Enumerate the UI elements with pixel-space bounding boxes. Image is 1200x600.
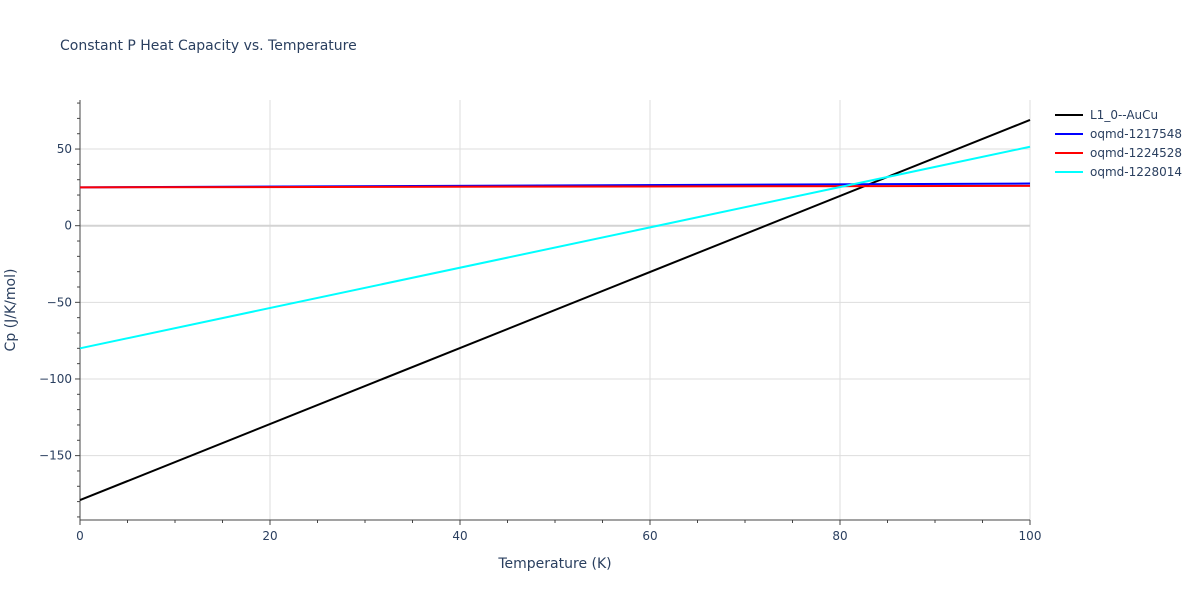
y-tick-label: 0 <box>64 219 72 233</box>
axis-layer: 0 20 40 60 80 100 −150 −100 −50 0 50 <box>39 100 1041 543</box>
legend-label: oqmd-1217548 <box>1090 127 1182 141</box>
y-tick-label: −50 <box>47 295 72 309</box>
chart-title: Constant P Heat Capacity vs. Temperature <box>60 38 357 54</box>
y-tick-label: −150 <box>39 449 72 463</box>
y-tick-label: 50 <box>57 142 72 156</box>
x-tick-label: 80 <box>832 529 847 543</box>
x-tick-label: 100 <box>1019 529 1042 543</box>
y-tick-label: −100 <box>39 372 72 386</box>
x-tick-label: 20 <box>262 529 277 543</box>
legend-label: L1_0--AuCu <box>1090 108 1158 122</box>
x-tick-label: 0 <box>76 529 84 543</box>
series-layer <box>79 118 1031 502</box>
legend-label: oqmd-1224528 <box>1090 146 1182 160</box>
series-line <box>79 145 1031 350</box>
y-axis-title: Cp (J/K/mol) <box>3 269 19 352</box>
x-tick-label: 40 <box>452 529 467 543</box>
x-tick-label: 60 <box>642 529 657 543</box>
legend-label: oqmd-1228014 <box>1090 165 1182 179</box>
x-axis-title: Temperature (K) <box>497 556 611 572</box>
grid-layer <box>80 100 1031 520</box>
series-line <box>79 184 1031 189</box>
legend: L1_0--AuCu oqmd-1217548 oqmd-1224528 oqmd-1… <box>1055 108 1182 179</box>
